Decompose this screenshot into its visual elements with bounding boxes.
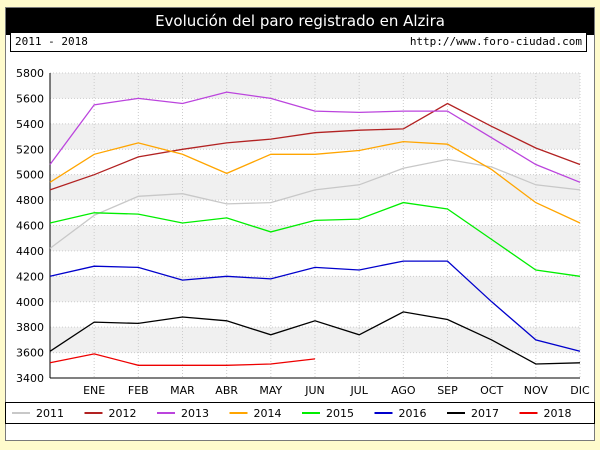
y-tick-label: 3800 [16, 321, 44, 334]
y-tick-label: 4800 [16, 194, 44, 207]
y-tick-label: 3600 [16, 347, 44, 360]
info-bar: 2011 - 2018 http://www.foro-ciudad.com [10, 32, 587, 52]
legend-label-2015: 2015 [326, 407, 354, 420]
legend [5, 402, 595, 424]
legend-label-2012: 2012 [109, 407, 137, 420]
series-line-2013 [49, 91, 581, 183]
legend-label-2016: 2016 [399, 407, 427, 420]
x-tick-label: OCT [480, 384, 503, 397]
legend-label-2011: 2011 [36, 407, 64, 420]
y-tick-label: 5000 [16, 169, 44, 182]
x-tick-label: ENE [83, 384, 105, 397]
series-line-2016 [49, 260, 581, 352]
series-line-2011 [49, 158, 581, 249]
grid [50, 72, 581, 379]
y-tick-label: 4000 [16, 296, 44, 309]
series-lines [49, 91, 581, 366]
grid-band [50, 327, 580, 353]
y-tick-label: 5200 [16, 143, 44, 156]
legend-label-2014: 2014 [254, 407, 282, 420]
x-tick-label: MAR [170, 384, 195, 397]
x-tick-label: DIC [570, 384, 590, 397]
series-line-2017 [49, 311, 581, 365]
x-tick-label: MAY [259, 384, 282, 397]
y-tick-label: 4600 [16, 220, 44, 233]
period-label: 2011 - 2018 [15, 35, 88, 48]
y-tick-label: 3400 [16, 372, 44, 385]
legend-label-2018: 2018 [544, 407, 572, 420]
x-tick-label: SEP [437, 384, 458, 397]
series-line-2015 [49, 201, 581, 277]
series-line-2012 [49, 102, 581, 191]
chart-title: Evolución del paro registrado en Alzira [6, 8, 594, 35]
series-line-2018 [49, 353, 316, 366]
x-tick-label: JUN [304, 384, 325, 397]
y-tick-label: 5800 [16, 67, 44, 80]
axes: 3400 3600 3800 4000 4200 4400 4600 4800 5000 5200… [16, 67, 590, 397]
y-tick-label: 4200 [16, 270, 44, 283]
legend-items: 2011 2012 2013 2014 2015 2016 2017 2018 [12, 407, 572, 420]
y-tick-label: 5600 [16, 92, 44, 105]
x-tick-label: FEB [128, 384, 149, 397]
source-url[interactable]: http://www.foro-ciudad.com [409, 35, 582, 48]
legend-label-2017: 2017 [471, 407, 499, 420]
series-line-2014 [49, 140, 581, 224]
x-tick-label: NOV [524, 384, 549, 397]
y-tick-label: 5400 [16, 118, 44, 131]
y-tick-label: 4400 [16, 245, 44, 258]
x-tick-label: ABR [215, 384, 238, 397]
legend-label-2013: 2013 [181, 407, 209, 420]
x-tick-label: AGO [391, 384, 416, 397]
x-tick-label: JUL [349, 384, 368, 397]
